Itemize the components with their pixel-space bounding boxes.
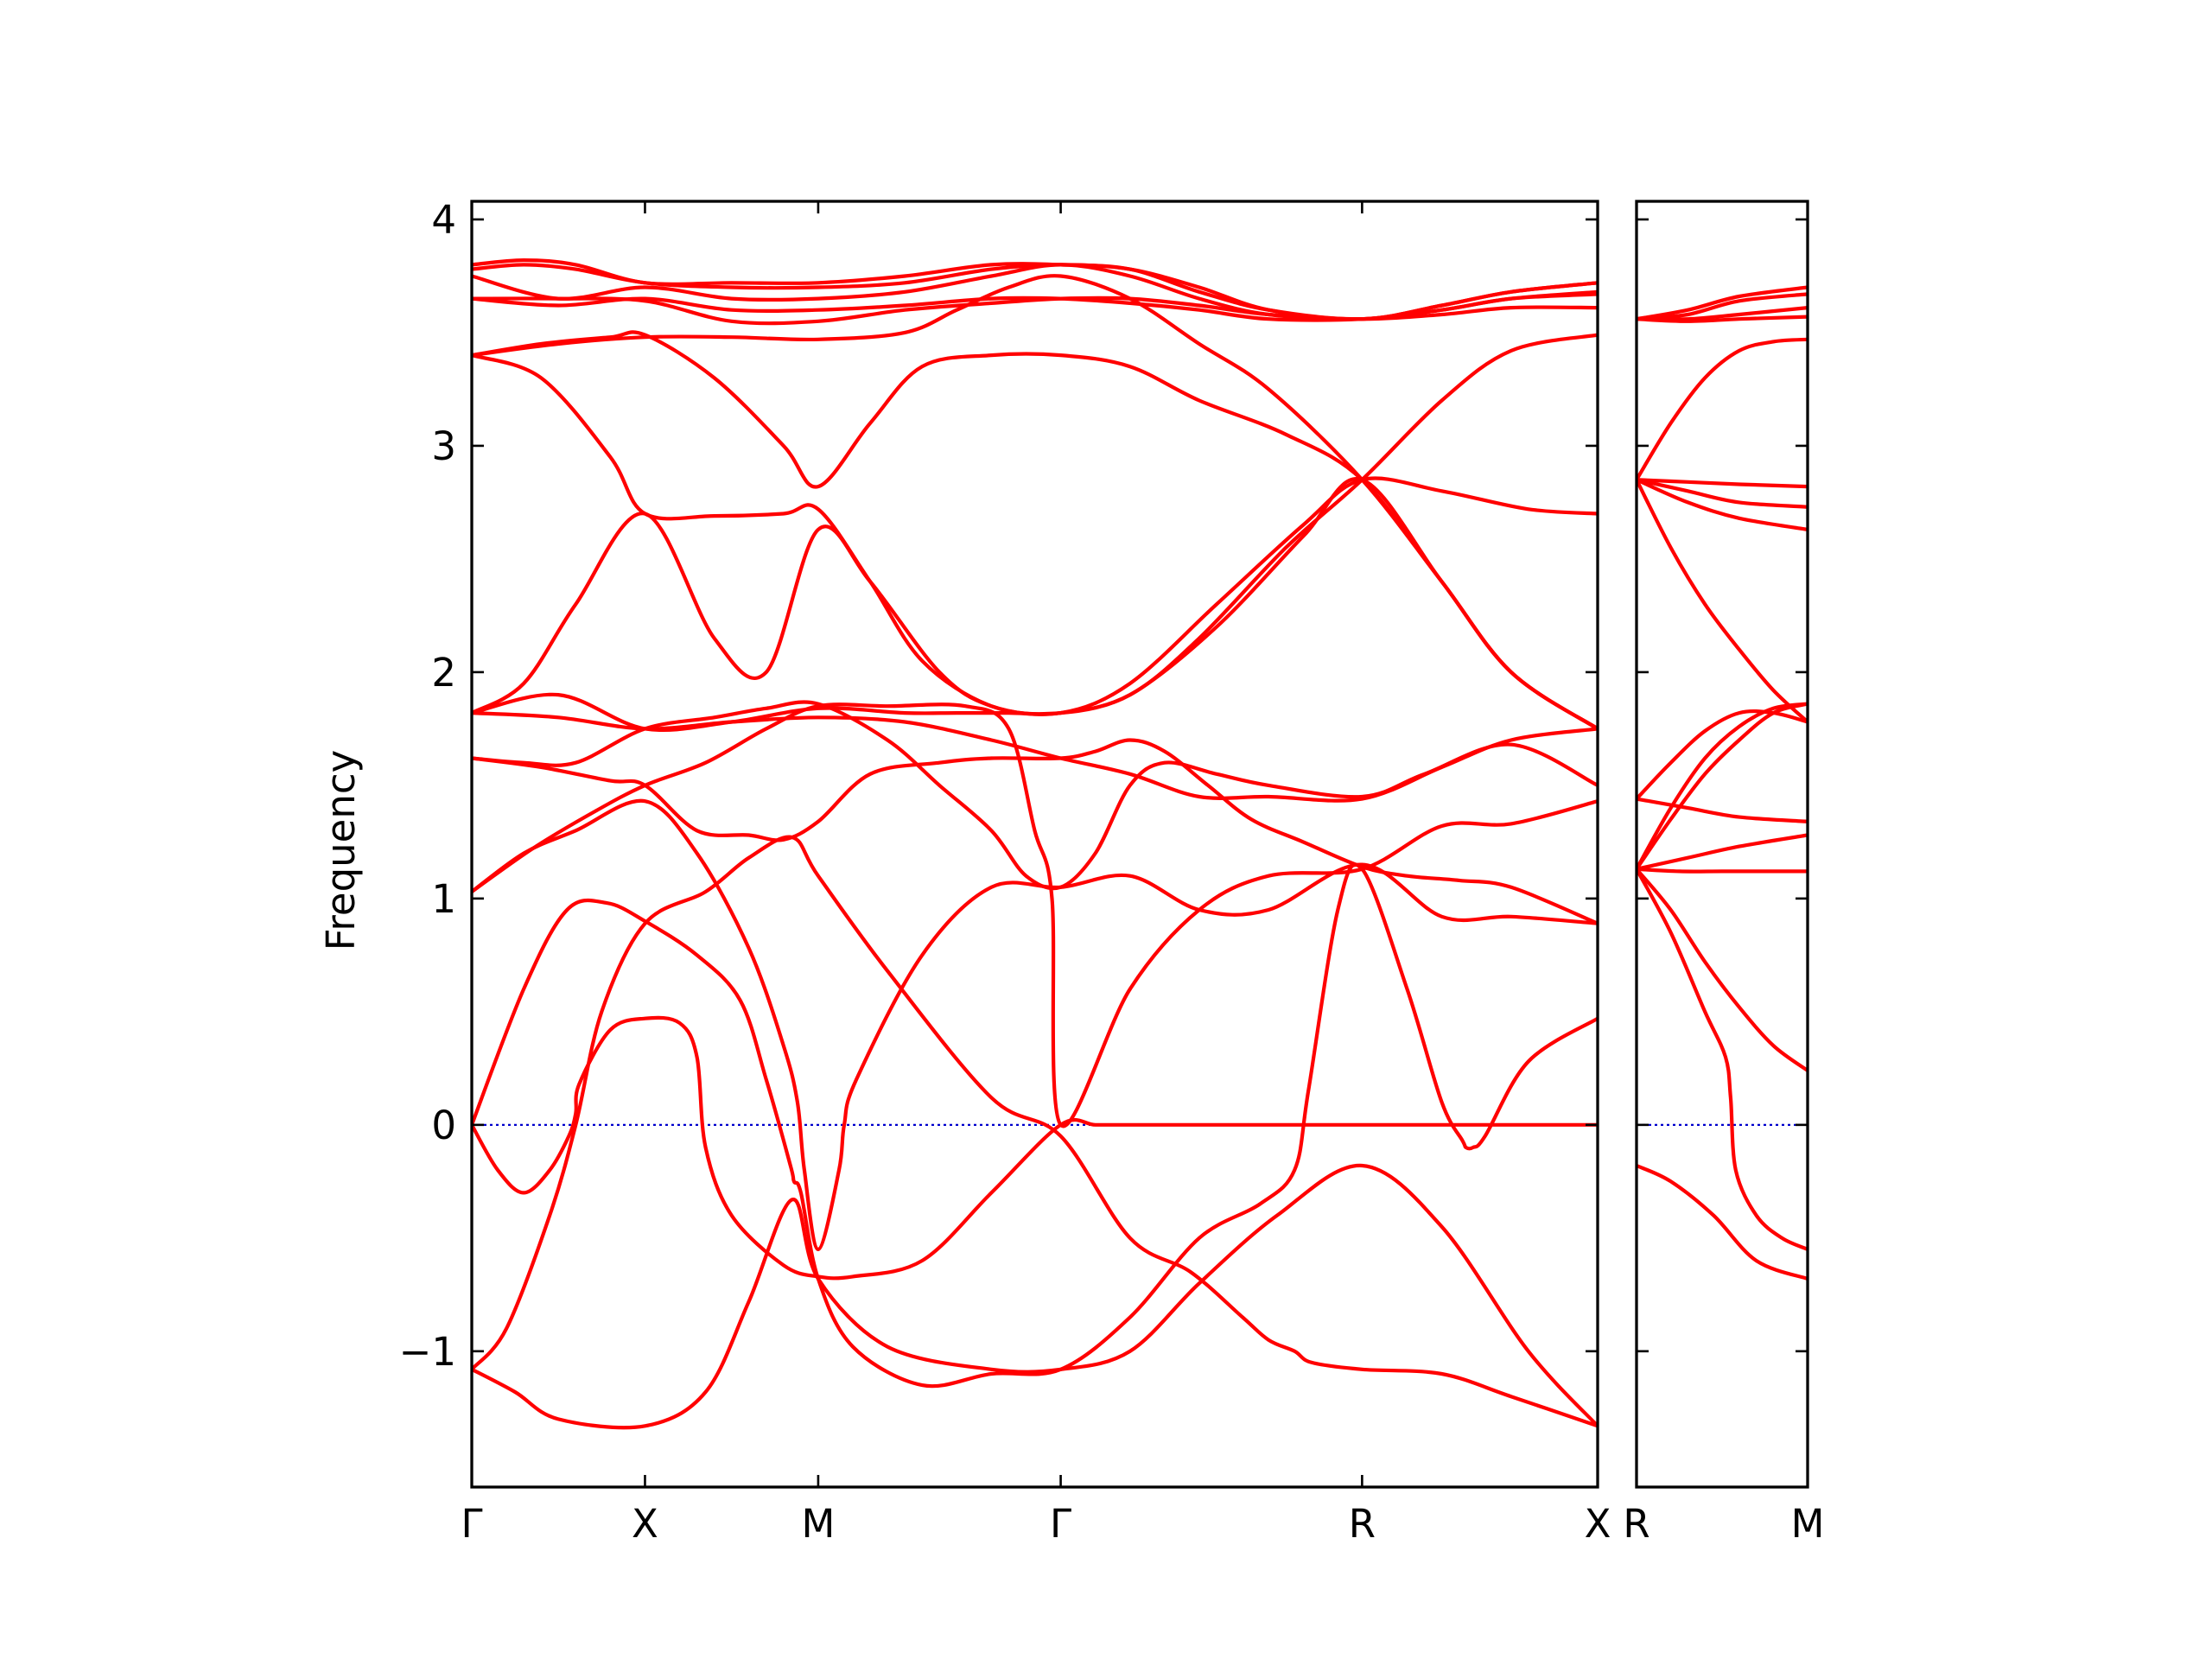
- band-line-6: [1637, 702, 1808, 871]
- y-tick-label: 1: [431, 876, 456, 922]
- x-tick-label: X: [632, 1501, 658, 1547]
- plot-frame: [1635, 200, 1809, 1489]
- y-tick-label: 4: [431, 197, 456, 243]
- band-line-2: [1637, 867, 1808, 1251]
- band-line-2: [472, 835, 1598, 1428]
- band-line-4: [1637, 867, 1808, 874]
- y-tick-label: 3: [431, 423, 456, 469]
- x-tick-label: M: [1791, 1501, 1825, 1547]
- band-line-1: [1637, 1163, 1808, 1281]
- x-tick-label: M: [802, 1501, 836, 1547]
- x-tick-label: Γ: [1050, 1501, 1071, 1547]
- band-line-8: [1637, 797, 1808, 823]
- band-line-8: [472, 700, 1598, 891]
- band-line-9: [1637, 709, 1808, 801]
- band-line-10: [472, 477, 1598, 733]
- band-line-5: [1637, 833, 1808, 871]
- band-line-17: [1637, 292, 1808, 321]
- band-line-14: [472, 274, 1598, 731]
- band-line-17: [472, 263, 1598, 321]
- band-line-19: [472, 258, 1598, 321]
- x-tick-label: Γ: [461, 1501, 482, 1547]
- main-panel: −1 0 1 2 3 4 Γ X M Γ R X: [399, 197, 1611, 1547]
- x-tick-label: R: [1349, 1501, 1376, 1547]
- band-line-11: [472, 476, 1598, 716]
- y-axis-label: Frequency: [318, 750, 364, 950]
- band-line-3: [1637, 867, 1808, 1073]
- band-line-1: [472, 1163, 1598, 1430]
- band-line-10: [1637, 478, 1808, 724]
- band-line-6: [472, 702, 1598, 1128]
- y-tick-label: −1: [399, 1329, 456, 1375]
- bands: [1637, 285, 1808, 1281]
- band-line-14: [1637, 337, 1808, 482]
- x-tick-label: X: [1585, 1501, 1611, 1547]
- bands: [472, 258, 1598, 1430]
- x-tick-label: R: [1623, 1501, 1649, 1547]
- band-line-3: [472, 1015, 1598, 1281]
- band-line-11: [1637, 478, 1808, 531]
- plot-frame: [470, 200, 1599, 1489]
- band-line-4: [472, 862, 1598, 1389]
- band-line-18: [1637, 285, 1808, 321]
- band-line-13: [1637, 478, 1808, 489]
- band-line-13: [472, 330, 1598, 731]
- band-line-7: [1637, 702, 1808, 871]
- band-line-12: [1637, 478, 1808, 509]
- y-tick-label: 0: [431, 1103, 456, 1148]
- band-line-5: [472, 798, 1598, 1251]
- y-tick-label: 2: [431, 650, 456, 696]
- band-line-12: [472, 333, 1598, 716]
